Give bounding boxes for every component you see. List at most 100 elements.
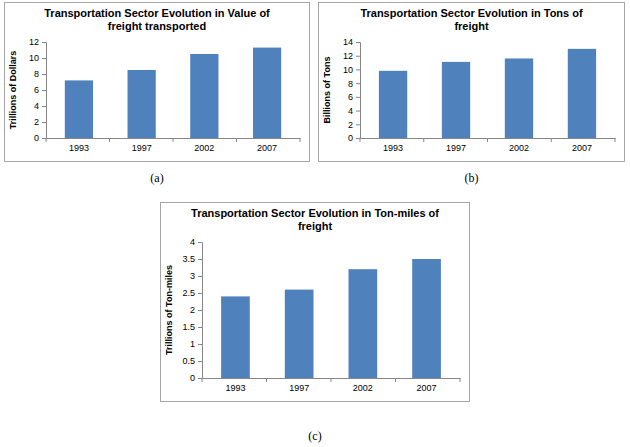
bars <box>379 49 596 138</box>
y-axis-line <box>356 43 361 139</box>
bars <box>221 259 441 378</box>
bar <box>412 259 441 378</box>
y-tick: 8 <box>348 79 360 89</box>
y-tick-label: 1 <box>190 339 195 349</box>
plot-area: 0246810121993199720022007 <box>29 37 301 153</box>
x-separator <box>360 138 361 142</box>
y-tick-label: 8 <box>348 79 353 89</box>
y-tick: 2 <box>190 305 202 315</box>
x-tick-label: 1997 <box>446 143 466 153</box>
x-tick-label: 1997 <box>132 143 152 153</box>
y-tick-mark <box>198 242 202 243</box>
x-separators <box>46 138 300 142</box>
y-tick-mark <box>198 259 202 260</box>
y-tick-mark <box>42 42 46 43</box>
x-tick: 2002 <box>353 378 373 393</box>
caption: (a) <box>150 171 163 185</box>
x-axis: 1993 1997 2002 2007 <box>202 378 461 393</box>
y-tick-mark <box>356 111 360 112</box>
chart-frame <box>5 3 310 162</box>
chart-title: Transportation Sector Evolution in Value… <box>44 7 270 32</box>
plot-area: 00.511.522.533.541993199720022007 <box>182 237 460 393</box>
y-tick-label: 8 <box>34 69 39 79</box>
y-tick-label: 0 <box>348 133 353 143</box>
y-tick-mark <box>356 56 360 57</box>
x-tick-label: 1997 <box>289 383 309 393</box>
x-tick: 1993 <box>225 378 245 393</box>
x-separator <box>202 378 203 382</box>
x-separator <box>615 138 616 142</box>
y-tick-mark <box>198 378 202 379</box>
x-tick-label: 1993 <box>69 143 89 153</box>
bar <box>128 70 156 138</box>
x-tick: 1993 <box>69 138 89 153</box>
x-tick: 2007 <box>417 378 437 393</box>
y-tick-label: 3.5 <box>182 254 195 264</box>
chart-title-line: freight <box>454 20 489 32</box>
y-tick: 3 <box>190 271 202 281</box>
y-tick-label: 6 <box>34 85 39 95</box>
x-tick-label: 2002 <box>509 143 529 153</box>
y-tick-mark <box>356 42 360 43</box>
x-tick: 1993 <box>383 138 403 153</box>
x-tick: 1997 <box>132 138 152 153</box>
x-tick-label: 2007 <box>572 143 592 153</box>
chart-frame <box>161 203 470 402</box>
x-separator <box>460 378 461 382</box>
y-axis-title: Billions of Tons <box>322 57 332 124</box>
x-axis: 1993 1997 2002 2007 <box>46 138 301 153</box>
x-tick: 2007 <box>257 138 277 153</box>
chart-frame <box>319 3 625 162</box>
caption: (c) <box>308 429 321 443</box>
x-tick-label: 1993 <box>383 143 403 153</box>
y-tick-mark <box>42 58 46 59</box>
y-tick-label: 12 <box>29 37 39 47</box>
y-tick-mark <box>356 124 360 125</box>
x-separator <box>109 138 110 142</box>
chart-title-line: Transportation Sector Evolution in Value… <box>44 7 270 19</box>
y-axis-line <box>42 43 47 139</box>
x-separator <box>46 138 47 142</box>
x-tick: 2007 <box>572 138 592 153</box>
y-axis-line <box>198 243 203 379</box>
y-tick: 2 <box>34 117 46 127</box>
y-tick: 6 <box>348 92 360 102</box>
y-tick: 4 <box>190 237 202 247</box>
y-tick-label: 2.5 <box>182 288 195 298</box>
x-tick-label: 1993 <box>225 383 245 393</box>
y-tick-mark <box>42 106 46 107</box>
chart-title-line: Transportation Sector Evolution in Ton-m… <box>191 207 439 219</box>
y-tick-mark <box>42 74 46 75</box>
bars <box>65 48 281 138</box>
figure: Transportation Sector Evolution in Value… <box>0 0 630 447</box>
bar <box>568 49 596 138</box>
y-tick-label: 0 <box>34 133 39 143</box>
x-separator <box>487 138 488 142</box>
x-tick: 2002 <box>509 138 529 153</box>
chart-title-line: freight transported <box>108 20 206 32</box>
y-axis-title: Trillions of Dollars <box>8 51 18 130</box>
bar <box>221 296 250 378</box>
y-tick: 1.5 <box>182 322 202 332</box>
y-axis: 00.511.522.533.54 <box>182 237 202 383</box>
x-separator <box>300 138 301 142</box>
chart: Transportation Sector Evolution in Tons … <box>319 3 625 162</box>
caption: (b) <box>465 171 479 185</box>
y-tick-mark <box>356 69 360 70</box>
y-tick: 0 <box>348 133 360 143</box>
x-separator <box>551 138 552 142</box>
y-tick-label: 10 <box>343 65 353 75</box>
chart-title: Transportation Sector Evolution in Ton-m… <box>191 207 439 232</box>
x-tick: 2002 <box>194 138 214 153</box>
bar <box>65 80 93 138</box>
y-tick-label: 2 <box>348 120 353 130</box>
y-tick-mark <box>356 83 360 84</box>
bar <box>285 290 314 378</box>
y-tick: 4 <box>348 106 360 116</box>
y-tick-mark <box>42 90 46 91</box>
bar <box>190 54 218 138</box>
y-tick: 12 <box>29 37 46 47</box>
bar <box>442 62 470 138</box>
x-tick: 1997 <box>289 378 309 393</box>
y-tick: 10 <box>29 53 46 63</box>
